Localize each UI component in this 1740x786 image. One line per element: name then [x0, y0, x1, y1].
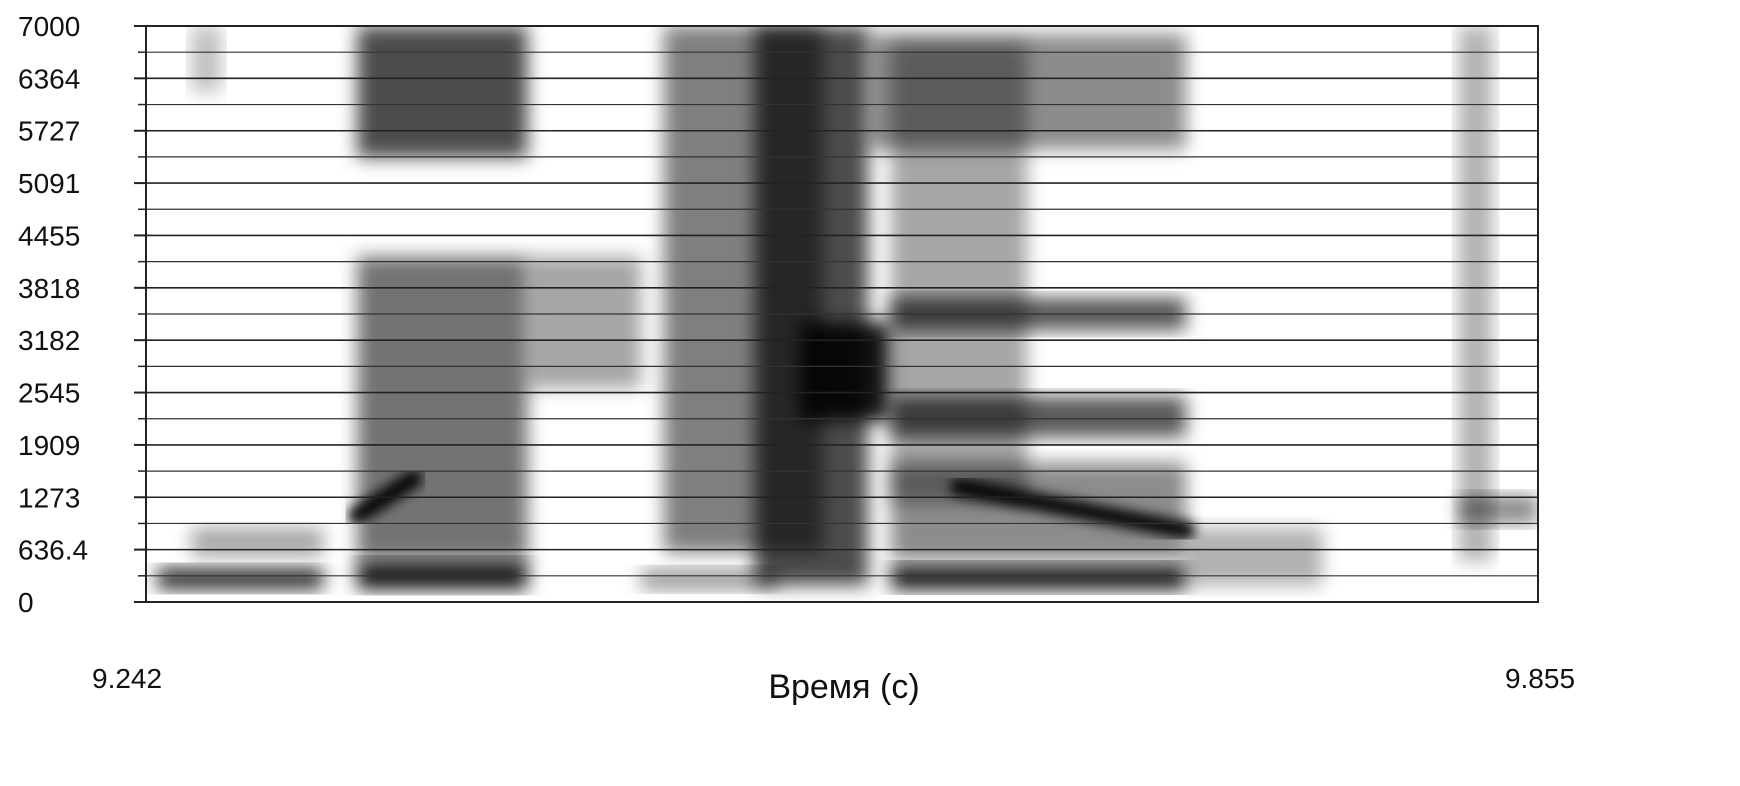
energy-region-16 — [868, 34, 1187, 150]
energy-region-7 — [641, 569, 778, 590]
y-tick-label: 3182 — [18, 325, 80, 356]
y-tick-label: 3818 — [18, 273, 80, 304]
major-gridlines — [146, 25, 1538, 603]
x-tick-label-start: 9.242 — [92, 663, 162, 694]
y-tick-label: 0 — [18, 587, 34, 618]
energy-region-19 — [1458, 495, 1538, 524]
y-tick-labels: 0 636.4 1273 1909 2545 3182 3818 4455 5091 5727 63… — [18, 11, 88, 618]
spectrogram-energy — [157, 26, 1538, 590]
energy-region-0 — [157, 567, 324, 590]
energy-region-4 — [357, 256, 528, 561]
energy-region-5 — [357, 26, 528, 158]
energy-region-9 — [754, 26, 869, 586]
energy-region-18 — [1458, 26, 1493, 561]
y-tick-label: 2545 — [18, 378, 80, 409]
y-minor-ticks — [134, 25, 146, 603]
energy-region-6 — [527, 256, 642, 389]
energy-region-12 — [890, 564, 1187, 590]
minor-gridlines — [146, 51, 1538, 577]
y-tick-label: 5091 — [18, 168, 80, 199]
energy-region-2 — [191, 26, 221, 92]
energy-region-13 — [890, 462, 1187, 561]
y-tick-label: 5727 — [18, 116, 80, 147]
y-tick-label: 4455 — [18, 220, 80, 251]
y-tick-label: 636.4 — [18, 535, 88, 566]
y-tick-label: 1273 — [18, 482, 80, 513]
energy-region-14 — [890, 396, 1187, 438]
y-tick-label: 1909 — [18, 430, 80, 461]
energy-region-17 — [1186, 527, 1323, 586]
x-tick-label-end: 9.855 — [1505, 663, 1575, 694]
x-axis-title: Время (с) — [768, 668, 919, 706]
y-tick-label: 6364 — [18, 63, 80, 94]
energy-region-1 — [191, 527, 324, 557]
energy-region-10 — [799, 322, 891, 421]
y-tick-label: 7000 — [18, 11, 80, 42]
